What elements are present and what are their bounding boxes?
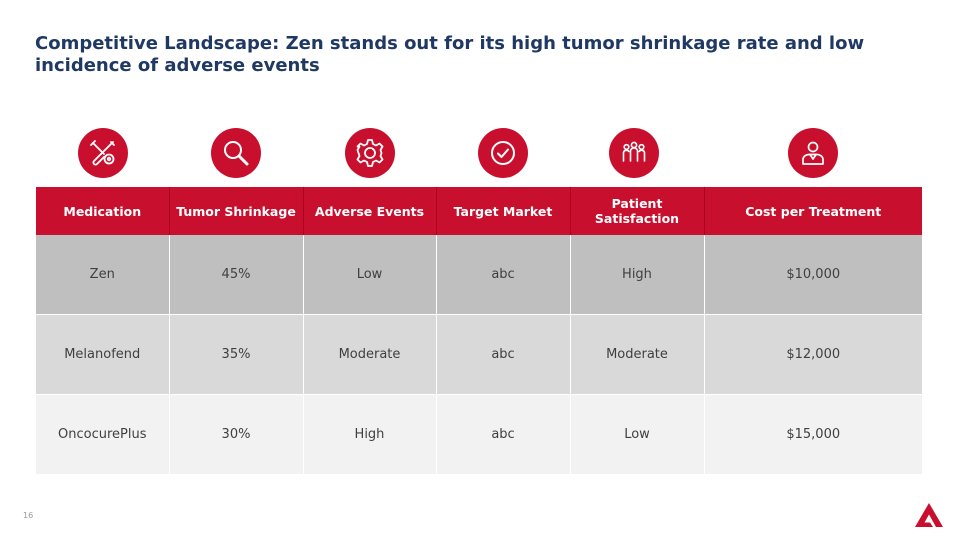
cell-cost-per-treatment: $10,000: [704, 235, 922, 315]
header-target-market: Target Market: [436, 187, 570, 235]
doctor-icon: [788, 128, 838, 178]
cell-tumor-shrinkage: 30%: [169, 395, 303, 475]
comparison-table: Medication Tumor Shrinkage Adverse Event…: [36, 187, 922, 474]
cell-adverse-events: Low: [303, 235, 436, 315]
header-medication: Medication: [36, 187, 169, 235]
cell-cost-per-treatment: $12,000: [704, 315, 922, 395]
cell-patient-satisfaction: Low: [570, 395, 704, 475]
header-patient-satisfaction: Patient Satisfaction: [570, 187, 704, 235]
cell-target-market: abc: [436, 235, 570, 315]
tools-icon: [78, 128, 128, 178]
brand-logo-icon: [914, 502, 944, 528]
cell-medication: Melanofend: [36, 315, 169, 395]
people-group-icon: [609, 128, 659, 178]
page-number: 16: [23, 511, 33, 520]
header-adverse-events: Adverse Events: [303, 187, 436, 235]
cell-target-market: abc: [436, 395, 570, 475]
table-row: Melanofend 35% Moderate abc Moderate $12…: [36, 315, 922, 395]
cell-patient-satisfaction: High: [570, 235, 704, 315]
cell-adverse-events: High: [303, 395, 436, 475]
cell-medication: Zen: [36, 235, 169, 315]
magnifier-icon: [211, 128, 261, 178]
header-tumor-shrinkage: Tumor Shrinkage: [169, 187, 303, 235]
icon-row: [0, 128, 960, 180]
header-cost-per-treatment: Cost per Treatment: [704, 187, 922, 235]
cell-cost-per-treatment: $15,000: [704, 395, 922, 475]
cell-adverse-events: Moderate: [303, 315, 436, 395]
cell-tumor-shrinkage: 35%: [169, 315, 303, 395]
cell-medication: OncocurePlus: [36, 395, 169, 475]
cell-patient-satisfaction: Moderate: [570, 315, 704, 395]
cell-tumor-shrinkage: 45%: [169, 235, 303, 315]
table-row: Zen 45% Low abc High $10,000: [36, 235, 922, 315]
table-row: OncocurePlus 30% High abc Low $15,000: [36, 395, 922, 475]
slide-title: Competitive Landscape: Zen stands out fo…: [35, 33, 935, 77]
table-header-row: Medication Tumor Shrinkage Adverse Event…: [36, 187, 922, 235]
checkmark-icon: [478, 128, 528, 178]
cell-target-market: abc: [436, 315, 570, 395]
gear-icon: [345, 128, 395, 178]
